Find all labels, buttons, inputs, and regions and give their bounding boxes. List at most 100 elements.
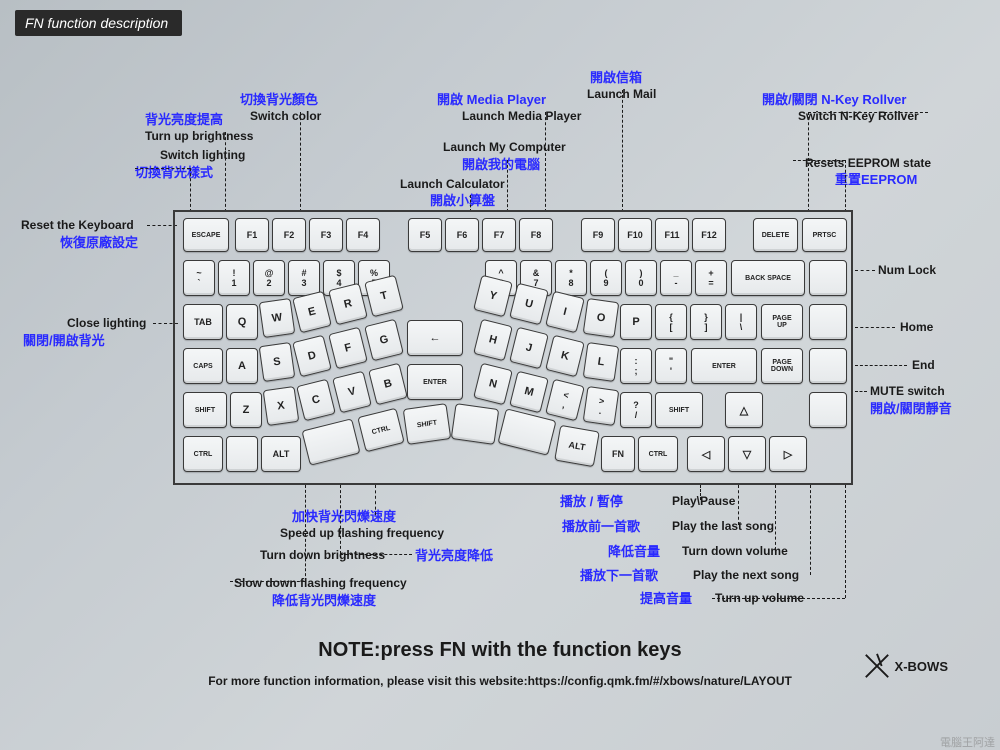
key: ◁: [687, 436, 725, 472]
callout-close_cn: 關閉/開啟背光: [23, 333, 105, 349]
key: H: [473, 319, 513, 362]
note-sub: For more function information, please vi…: [0, 674, 1000, 688]
key: ▽: [728, 436, 766, 472]
key: [301, 418, 360, 466]
key: C: [296, 379, 336, 422]
key: F12: [692, 218, 726, 252]
callout-reset_cn: 恢復原廠設定: [60, 235, 138, 251]
callout-playpause_en: Play\Pause: [672, 494, 735, 509]
key: ▷: [769, 436, 807, 472]
callout-mute_cn: 開啟/關閉靜音: [870, 401, 952, 417]
callout-home_en: Home: [900, 320, 933, 335]
key: B: [368, 363, 408, 406]
key: ALT: [261, 436, 301, 472]
key: * 8: [555, 260, 587, 296]
key: T: [364, 275, 404, 318]
keyboard-outline: ESCAPEF1F2F3F4F5F6F7F8F9F10F11F12DELETEP…: [173, 210, 853, 485]
callout-lastsong_cn: 播放前一首歌: [562, 519, 640, 535]
key: E: [292, 291, 332, 334]
key: M: [509, 371, 549, 414]
key: F7: [482, 218, 516, 252]
key: CTRL: [638, 436, 678, 472]
key: Y: [473, 275, 513, 318]
key: [497, 408, 556, 456]
key: F10: [618, 218, 652, 252]
leader-line: [855, 270, 875, 271]
key: F6: [445, 218, 479, 252]
leader-line: [545, 112, 546, 212]
callout-bright_en: Turn up brightness: [145, 129, 253, 144]
callout-media_cn: 開啟 Media Player: [437, 92, 546, 108]
callout-eeprom_en: Resets EEPROM state: [805, 156, 931, 171]
leader-line: [622, 90, 623, 212]
callout-calc_en: Launch Calculator: [400, 177, 505, 192]
leader-line: [808, 112, 928, 113]
key: F2: [272, 218, 306, 252]
callout-mail_cn: 開啟信箱: [590, 70, 642, 86]
header-badge: FN function description: [15, 10, 182, 36]
key: ENTER: [407, 364, 463, 400]
key: Q: [226, 304, 258, 340]
key: [226, 436, 258, 472]
callout-nextsong_en: Play the next song: [693, 568, 799, 583]
callout-turndown_cn: 背光亮度降低: [415, 548, 493, 564]
watermark: 電腦王阿達: [940, 734, 995, 750]
callout-nkey_cn: 開啟/關閉 N-Key Rollver: [762, 92, 906, 108]
leader-line: [135, 168, 190, 169]
key: K: [545, 335, 585, 378]
leader-line: [845, 485, 846, 598]
key: V: [332, 371, 372, 414]
callout-voldown_en: Turn down volume: [682, 544, 788, 559]
callout-slowdown_cn: 降低背光閃爍速度: [272, 593, 376, 609]
key: PAGE UP: [761, 304, 803, 340]
leader-line: [305, 485, 306, 581]
callout-bright_cn: 背光亮度提高: [145, 112, 223, 128]
key: ALT: [554, 425, 600, 467]
key: [451, 403, 500, 445]
key: > .: [583, 386, 620, 426]
callout-color_cn: 切換背光顏色: [240, 92, 318, 108]
callout-playpause_cn: 播放 / 暫停: [560, 494, 623, 510]
callout-numlock_en: Num Lock: [878, 263, 936, 278]
key: ( 9: [590, 260, 622, 296]
key: ) 0: [625, 260, 657, 296]
callout-close_en: Close lighting: [67, 316, 146, 331]
callout-mycomp_cn: 開啟我的電腦: [462, 157, 540, 173]
leader-line: [700, 485, 701, 500]
leader-line: [340, 554, 412, 555]
key: " ': [655, 348, 687, 384]
callout-color_en: Switch color: [250, 109, 321, 124]
key: G: [364, 319, 404, 362]
key: [809, 392, 847, 428]
callout-media_en: Launch Media Player: [462, 109, 581, 124]
key: L: [583, 342, 620, 382]
key: F3: [309, 218, 343, 252]
key: + =: [695, 260, 727, 296]
key: [809, 304, 847, 340]
key: ~ `: [183, 260, 215, 296]
key: ? /: [620, 392, 652, 428]
key: CTRL: [357, 408, 405, 453]
key: [809, 260, 847, 296]
key: PAGE DOWN: [761, 348, 803, 384]
key: SHIFT: [183, 392, 227, 428]
leader-line: [230, 581, 305, 582]
key: # 3: [288, 260, 320, 296]
leader-line: [738, 485, 739, 525]
key: X: [263, 386, 300, 426]
callout-turndown_en: Turn down brightness: [260, 548, 385, 563]
callout-slowdown_en: Slow down flashing frequency: [234, 576, 407, 591]
key: F4: [346, 218, 380, 252]
key: | \: [725, 304, 757, 340]
key: O: [583, 298, 620, 338]
key: CTRL: [183, 436, 223, 472]
callout-reset_en: Reset the Keyboard: [21, 218, 134, 233]
key: @ 2: [253, 260, 285, 296]
key: ! 1: [218, 260, 250, 296]
key: F11: [655, 218, 689, 252]
callout-nextsong_cn: 播放下一首歌: [580, 568, 658, 584]
key: } ]: [690, 304, 722, 340]
key: : ;: [620, 348, 652, 384]
leader-line: [712, 598, 845, 599]
key: ←: [407, 320, 463, 356]
